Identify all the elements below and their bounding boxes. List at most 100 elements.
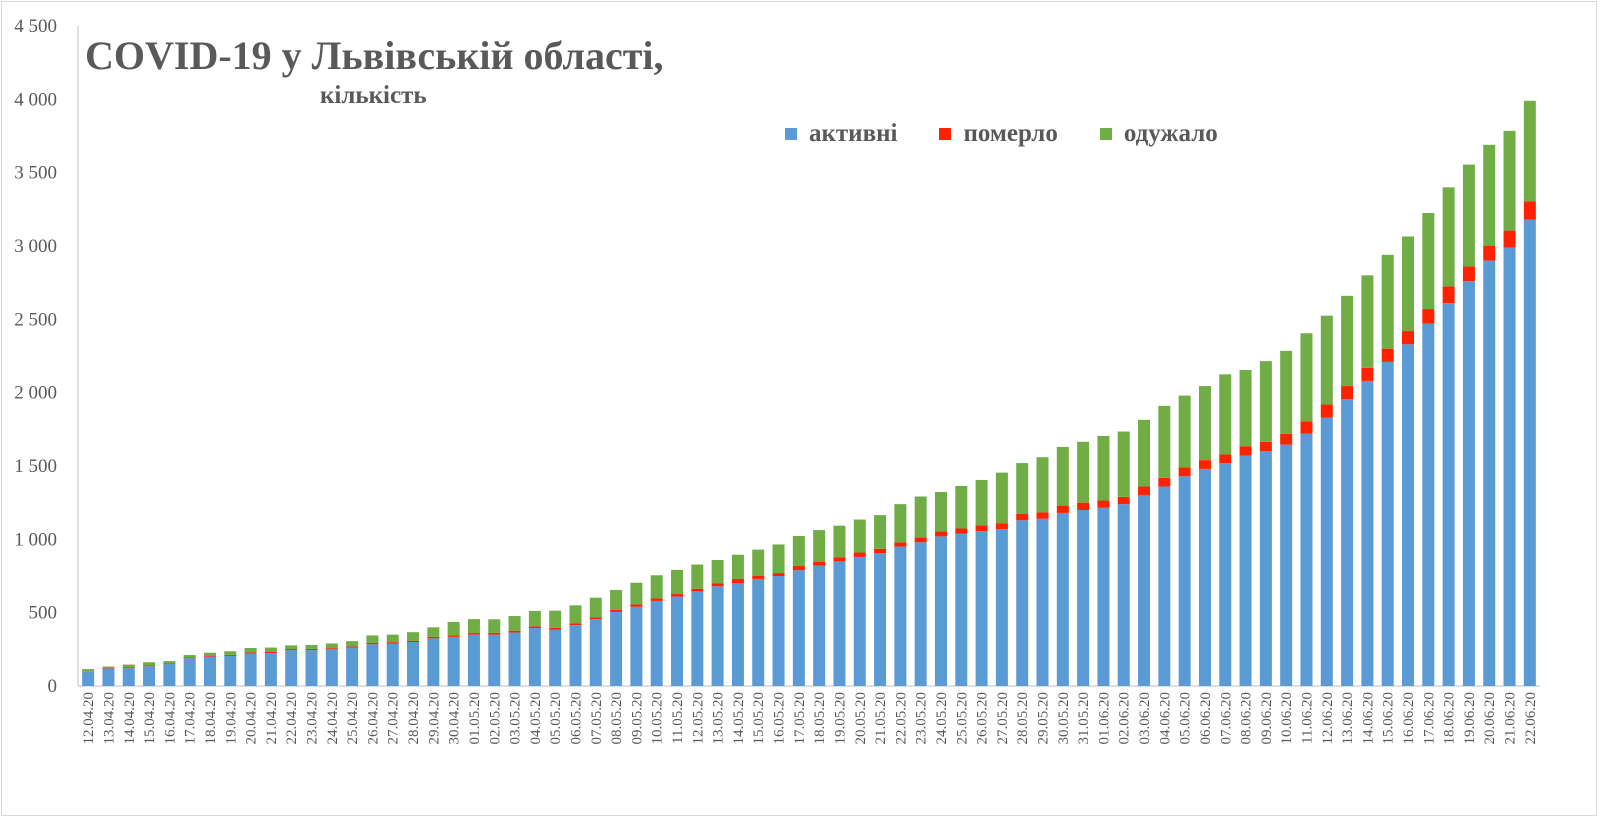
bar-segment-recovered [528,610,541,627]
x-tick-label: 09.05.20 [629,692,645,745]
y-tick-label: 3 000 [14,236,57,257]
bar-segment-recovered [731,554,744,579]
y-tick-label: 2 500 [14,309,57,330]
bar-segment-active [1239,455,1252,686]
x-tick-label: 04.06.20 [1157,692,1173,745]
bar-segment-active [691,591,704,686]
y-tick-label: 4 000 [14,89,57,110]
legend-label-active: активні [809,120,898,147]
x-tick-label: 28.05.20 [1015,692,1031,745]
bar-segment-recovered [650,575,663,599]
x-tick-label: 23.05.20 [914,692,930,745]
bar-segment-died [203,655,216,657]
bar-segment-recovered [711,560,724,584]
legend-label-died: померло [963,120,1058,147]
bar-segment-active [1300,433,1313,686]
bar-segment-recovered [1056,446,1069,506]
bar-segment-active [1056,512,1069,686]
x-tick-label: 29.05.20 [1036,692,1052,745]
bar-segment-recovered [244,648,257,653]
bar-segment-recovered [1361,275,1374,368]
bar-segment-active [143,666,156,686]
x-tick-label: 13.04.20 [101,692,117,745]
bar-segment-recovered [1503,130,1516,231]
bar-segment-died [325,648,338,650]
x-tick-label: 25.04.20 [345,692,361,745]
bar-segment-recovered [163,661,176,664]
bar-segment-active [285,650,298,686]
bar-segment-died [1483,246,1496,261]
bar-segment-active [325,649,338,686]
bar-segment-recovered [772,544,785,574]
bar-segment-recovered [386,634,399,643]
bar-segment-recovered [671,569,684,595]
legend-item-active: активні [785,120,897,148]
bar-segment-active [305,650,318,686]
bar-segment-active [1341,399,1354,686]
y-tick-label: 4 500 [14,16,57,37]
x-tick-label: 14.04.20 [122,692,138,745]
bar-segment-active [224,655,237,686]
bar-segment-recovered [934,491,947,532]
bar-segment-active [833,561,846,686]
x-tick-label: 20.04.20 [244,692,260,745]
bar-segment-died [488,632,501,635]
bar-segment-died [122,667,135,669]
bar-segment-died [853,552,866,557]
bar-segment-died [650,598,663,601]
bar-segment-recovered [264,647,277,652]
bar-segment-active [102,668,115,686]
bar-segment-active [1016,520,1029,686]
y-tick-label: 0 [48,676,58,697]
bar-segment-recovered [325,643,338,649]
bar-segment-died [610,609,623,612]
bar-segment-recovered [914,496,927,538]
x-tick-label: 15.06.20 [1381,692,1397,745]
bar-segment-recovered [427,627,440,637]
x-tick-label: 26.05.20 [975,692,991,745]
bar-segment-died [589,617,602,620]
x-tick-label: 23.04.20 [305,692,321,745]
x-tick-label: 12.04.20 [81,692,97,745]
bar-segment-recovered [407,632,420,641]
x-tick-label: 01.05.20 [467,692,483,745]
bar-segment-died [1198,460,1211,469]
legend-swatch-active [785,128,797,140]
bar-segment-recovered [894,504,907,543]
x-tick-label: 02.05.20 [487,692,503,745]
bar-segment-active [1523,219,1536,686]
bar-segment-recovered [1442,187,1455,287]
bar-segment-died [163,663,176,664]
bar-segment-died [833,557,846,562]
bar-segment-active [122,668,135,686]
x-tick-label: 08.05.20 [609,692,625,745]
x-tick-label: 27.04.20 [386,692,402,745]
bar-segment-died [995,523,1008,530]
x-tick-label: 09.06.20 [1259,692,1275,745]
bar-segment-recovered [447,621,460,636]
bar-segment-active [934,536,947,686]
bar-segment-died [1523,201,1536,220]
x-tick-label: 30.05.20 [1056,692,1072,745]
chart-title: COVID-19 у Львівській області, [85,33,664,78]
x-tick-label: 14.06.20 [1360,692,1376,745]
x-tick-label: 15.04.20 [142,692,158,745]
bar-segment-died [711,583,724,587]
bar-segment-active [407,642,420,686]
bar-segment-active [1381,361,1394,686]
bar-segment-recovered [1219,374,1232,455]
bar-segment-recovered [833,525,846,558]
bar-segment-active [508,632,521,686]
bar-segment-active [163,664,176,686]
bar-segment-active [752,578,765,686]
bar-segment-died [792,566,805,571]
bar-segment-died [427,636,440,639]
x-tick-label: 07.05.20 [589,692,605,745]
bar-segment-active [955,533,968,686]
bar-segment-recovered [569,605,582,624]
bar-segment-died [752,576,765,579]
bar-segment-recovered [955,485,968,529]
bar-segment-recovered [1341,295,1354,387]
legend-swatch-recovered [1099,128,1112,140]
bar-segment-died [1117,496,1130,505]
